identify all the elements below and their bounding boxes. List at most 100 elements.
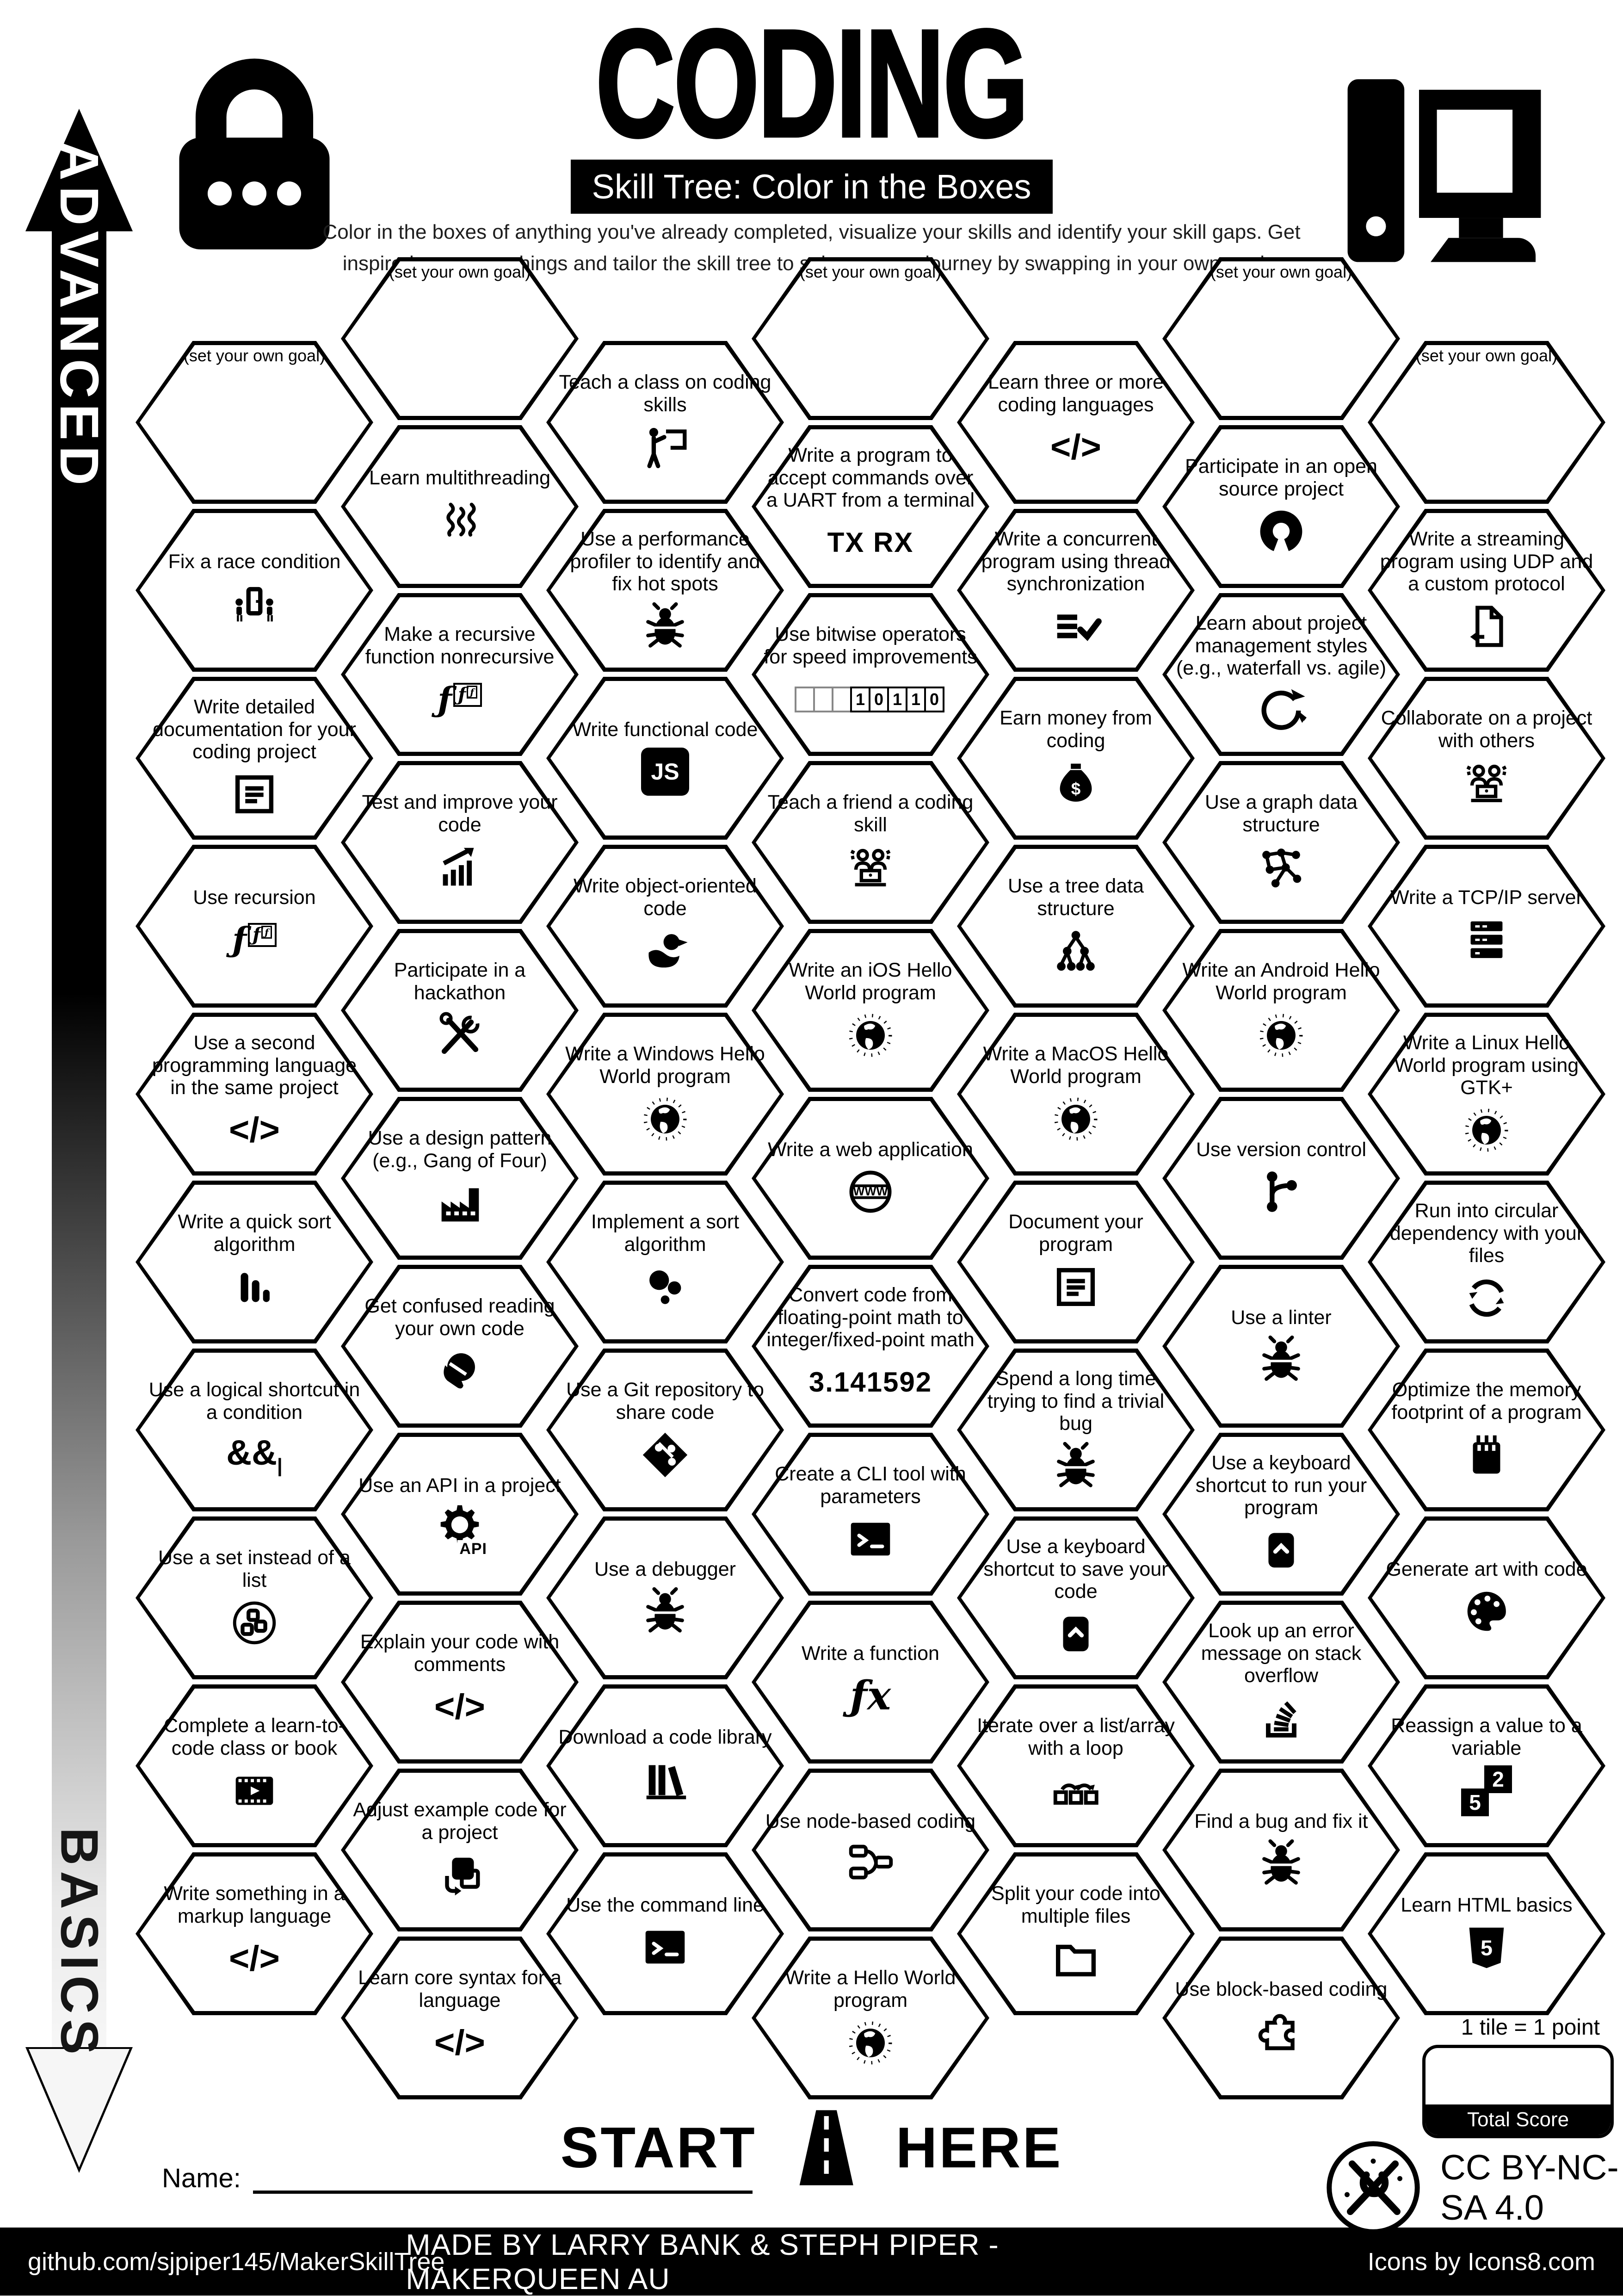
skill-label: Use a logical shortcut in a condition — [148, 1379, 360, 1423]
skill-tile-use-block-based-coding[interactable]: Use block-based coding — [1162, 1937, 1400, 2099]
skill-tile-write-an-ios-hello-world-program[interactable]: Write an iOS Hello World program — [752, 929, 989, 1092]
skill-tile-write-a-hello-world-program[interactable]: Write a Hello World program — [752, 1937, 989, 2099]
skill-tile-iterate-over-a-list-array-with-a-loop[interactable]: Iterate over a list/array with a loop — [957, 1684, 1195, 1847]
skill-tile-write-a-windows-hello-world-program[interactable]: Write a Windows Hello World program — [546, 1013, 784, 1176]
skill-tile-fix-a-race-condition[interactable]: Fix a race condition — [136, 509, 373, 672]
skill-label: Generate art with code — [1386, 1558, 1587, 1580]
skill-label: Write an iOS Hello World program — [789, 959, 952, 1004]
skill-tile-use-a-debugger[interactable]: Use a debugger — [546, 1516, 784, 1679]
skill-tile-create-a-cli-tool-with-parameters[interactable]: Create a CLI tool with parameters — [752, 1433, 989, 1596]
skill-tile-document-your-program[interactable]: Document your program — [957, 1181, 1195, 1343]
code-tag-icon: </> — [1050, 427, 1101, 467]
skill-tile-use-a-linter[interactable]: Use a linter — [1162, 1265, 1400, 1428]
skill-tile-set-your-own-goal[interactable]: (set your own goal) — [1162, 257, 1400, 420]
skill-tile-complete-a-learn-to-code-class-or-book[interactable]: Complete a learn-to-code class or book — [136, 1684, 373, 1847]
skill-tile-use-a-performance-profiler-to-identify-and-fix-h[interactable]: Use a performance profiler to identify a… — [546, 509, 784, 672]
skill-tile-collaborate-on-a-project-with-others[interactable]: Collaborate on a project with others — [1368, 677, 1605, 840]
skill-tile-use-bitwise-operators-for-speed-improvements[interactable]: Use bitwise operators for speed improvem… — [752, 593, 989, 756]
skill-tile-implement-a-sort-algorithm[interactable]: Implement a sort algorithm — [546, 1181, 784, 1343]
skill-tile-participate-in-an-open-source-project[interactable]: Participate in an open source project — [1162, 425, 1400, 588]
skill-label: Write a web application — [768, 1138, 973, 1161]
hex-fill — [961, 1857, 1191, 2011]
skill-tile-use-a-keyboard-shortcut-to-save-your-code[interactable]: Use a keyboard shortcut to save your cod… — [957, 1516, 1195, 1679]
skill-tile-download-a-code-library[interactable]: Download a code library — [546, 1684, 784, 1847]
skill-tile-write-a-tcp-ip-server[interactable]: Write a TCP/IP server — [1368, 845, 1605, 1008]
skill-tile-set-your-own-goal[interactable]: (set your own goal) — [341, 257, 579, 420]
skill-tile-reassign-a-value-to-a-variable[interactable]: Reassign a value to a variable 5 2 — [1368, 1684, 1605, 1847]
skill-tile-write-an-android-hello-world-program[interactable]: Write an Android Hello World program — [1162, 929, 1400, 1092]
hex-fill — [756, 1101, 985, 1256]
open-source-icon — [1254, 505, 1308, 558]
skill-tile-write-a-linux-hello-world-program-using-gtk[interactable]: Write a Linux Hello World program using … — [1368, 1013, 1605, 1176]
skill-tile-set-your-own-goal[interactable]: (set your own goal) — [1368, 341, 1605, 504]
skill-tile-teach-a-class-on-coding-skills[interactable]: Teach a class on coding skills — [546, 341, 784, 504]
skill-tile-write-a-streaming-program-using-udp-and-a-custom[interactable]: Write a streaming program using UDP and … — [1368, 509, 1605, 672]
skill-tile-learn-about-project-management-styles-e-g-waterf[interactable]: Learn about project management styles (e… — [1162, 593, 1400, 756]
skill-tile-write-a-quick-sort-algorithm[interactable]: Write a quick sort algorithm — [136, 1181, 373, 1343]
arrow-down-head-fill — [29, 2049, 130, 2167]
skill-tile-use-recursion[interactable]: Use recursion ƒ ƒ ƒ — [136, 845, 373, 1008]
skill-tile-use-a-tree-data-structure[interactable]: Use a tree data structure — [957, 845, 1195, 1008]
skill-tile-learn-html-basics[interactable]: Learn HTML basics 5 — [1368, 1852, 1605, 2015]
skill-tile-write-functional-code[interactable]: Write functional code JS — [546, 677, 784, 840]
skill-tile-get-confused-reading-your-own-code[interactable]: Get confused reading your own code — [341, 1265, 579, 1428]
skill-tile-write-a-concurrent-program-using-thread-synchron[interactable]: Write a concurrent program using thread … — [957, 509, 1195, 672]
skill-label: Get confused reading your own code — [364, 1295, 555, 1340]
maker-logo-icon — [1318, 2133, 1428, 2243]
skill-tile-use-version-control[interactable]: Use version control — [1162, 1097, 1400, 1260]
skill-tile-use-a-logical-shortcut-in-a-condition[interactable]: Use a logical shortcut in a condition &&| — [136, 1349, 373, 1511]
skill-tile-use-a-keyboard-shortcut-to-run-your-program[interactable]: Use a keyboard shortcut to run your prog… — [1162, 1433, 1400, 1596]
skill-tile-split-your-code-into-multiple-files[interactable]: Split your code into multiple files — [957, 1852, 1195, 2015]
skill-tile-use-a-git-repository-to-share-code[interactable]: Use a Git repository to share code — [546, 1349, 784, 1511]
skill-tile-write-detailed-documentation-for-your-coding-pro[interactable]: Write detailed documentation for your co… — [136, 677, 373, 840]
skill-tile-write-a-function[interactable]: Write a function ƒx — [752, 1601, 989, 1764]
skill-tile-learn-multithreading[interactable]: Learn multithreading — [341, 425, 579, 588]
skill-tile-write-a-program-to-accept-commands-over-a-uart-f[interactable]: Write a program to accept commands over … — [752, 425, 989, 588]
skill-tile-use-a-set-instead-of-a-list[interactable]: Use a set instead of a list — [136, 1516, 373, 1679]
skill-tile-use-node-based-coding[interactable]: Use node-based coding — [752, 1769, 989, 1931]
skill-label: Use node-based coding — [765, 1810, 976, 1832]
skill-tile-set-your-own-goal[interactable]: (set your own goal) — [136, 341, 373, 504]
loop-iterate-icon — [1049, 1764, 1103, 1817]
skill-tile-generate-art-with-code[interactable]: Generate art with code — [1368, 1516, 1605, 1679]
skill-tile-write-a-web-application[interactable]: Write a web application WWW — [752, 1097, 989, 1260]
skill-tile-learn-three-or-more-coding-languages[interactable]: Learn three or more coding languages </> — [957, 341, 1195, 504]
total-score-box[interactable]: Total Score — [1422, 2045, 1614, 2138]
key-shortcut-icon — [1254, 1524, 1308, 1577]
hex-fill — [140, 345, 369, 500]
skill-tile-learn-core-syntax-for-a-language[interactable]: Learn core syntax for a language </> — [341, 1937, 579, 2099]
skill-tile-explain-your-code-with-comments[interactable]: Explain your code with comments </> — [341, 1601, 579, 1764]
hello-world-globe-icon — [1254, 1009, 1308, 1062]
skill-tile-participate-in-a-hackathon[interactable]: Participate in a hackathon — [341, 929, 579, 1092]
skill-tile-write-a-macos-hello-world-program[interactable]: Write a MacOS Hello World program — [957, 1013, 1195, 1176]
skill-tile-set-your-own-goal[interactable]: (set your own goal) — [752, 257, 989, 420]
skill-tile-test-and-improve-your-code[interactable]: Test and improve your code — [341, 761, 579, 924]
name-input-line[interactable] — [253, 2158, 753, 2194]
skill-tile-run-into-circular-dependency-with-your-files[interactable]: Run into circular dependency with your f… — [1368, 1181, 1605, 1343]
svg-text:5: 5 — [1481, 1936, 1493, 1960]
hex-fill — [140, 1017, 369, 1171]
skill-label: (set your own goal) — [389, 262, 531, 281]
skill-tile-optimize-the-memory-footprint-of-a-program[interactable]: Optimize the memory footprint of a progr… — [1368, 1349, 1605, 1511]
skill-label: Use a linter — [1231, 1306, 1332, 1329]
skill-tile-make-a-recursive-function-nonrecursive[interactable]: Make a recursive function nonrecursive ƒ ƒ… — [341, 593, 579, 756]
skill-tile-use-the-command-line[interactable]: Use the command line — [546, 1852, 784, 2015]
skill-label: Collaborate on a project with others — [1381, 707, 1592, 752]
skill-tile-adjust-example-code-for-a-project[interactable]: Adjust example code for a project — [341, 1769, 579, 1931]
skill-tile-use-an-api-in-a-project[interactable]: Use an API in a project API — [341, 1433, 579, 1596]
skill-tile-earn-money-from-coding[interactable]: Earn money from coding $ — [957, 677, 1195, 840]
skill-tile-convert-code-from-floating-point-math-to-integer[interactable]: Convert code from floating-point math to… — [752, 1265, 989, 1428]
skill-tile-teach-a-friend-a-coding-skill[interactable]: Teach a friend a coding skill — [752, 761, 989, 924]
skill-tile-spend-a-long-time-trying-to-find-a-trivial-bug[interactable]: Spend a long time trying to find a trivi… — [957, 1349, 1195, 1511]
skill-label: Write a MacOS Hello World program — [983, 1043, 1169, 1088]
skill-tile-use-a-graph-data-structure[interactable]: Use a graph data structure — [1162, 761, 1400, 924]
skill-tile-find-a-bug-and-fix-it[interactable]: Find a bug and fix it — [1162, 1769, 1400, 1931]
skill-tile-write-something-in-a-markup-language[interactable]: Write something in a markup language </> — [136, 1852, 373, 2015]
skill-label: Run into circular dependency with your f… — [1389, 1200, 1584, 1267]
skill-tile-use-a-second-programming-language-in-the-same-pr[interactable]: Use a second programming language in the… — [136, 1013, 373, 1176]
skill-tile-use-a-design-pattern-e-g-gang-of-four[interactable]: Use a design pattern (e.g., Gang of Four… — [341, 1097, 579, 1260]
skill-tile-write-object-oriented-code[interactable]: Write object-oriented code — [546, 845, 784, 1008]
hex-fill — [961, 1185, 1191, 1339]
skill-tile-look-up-an-error-message-on-stack-overflow[interactable]: Look up an error message on stack overfl… — [1162, 1601, 1400, 1764]
teacher-icon — [638, 421, 692, 474]
